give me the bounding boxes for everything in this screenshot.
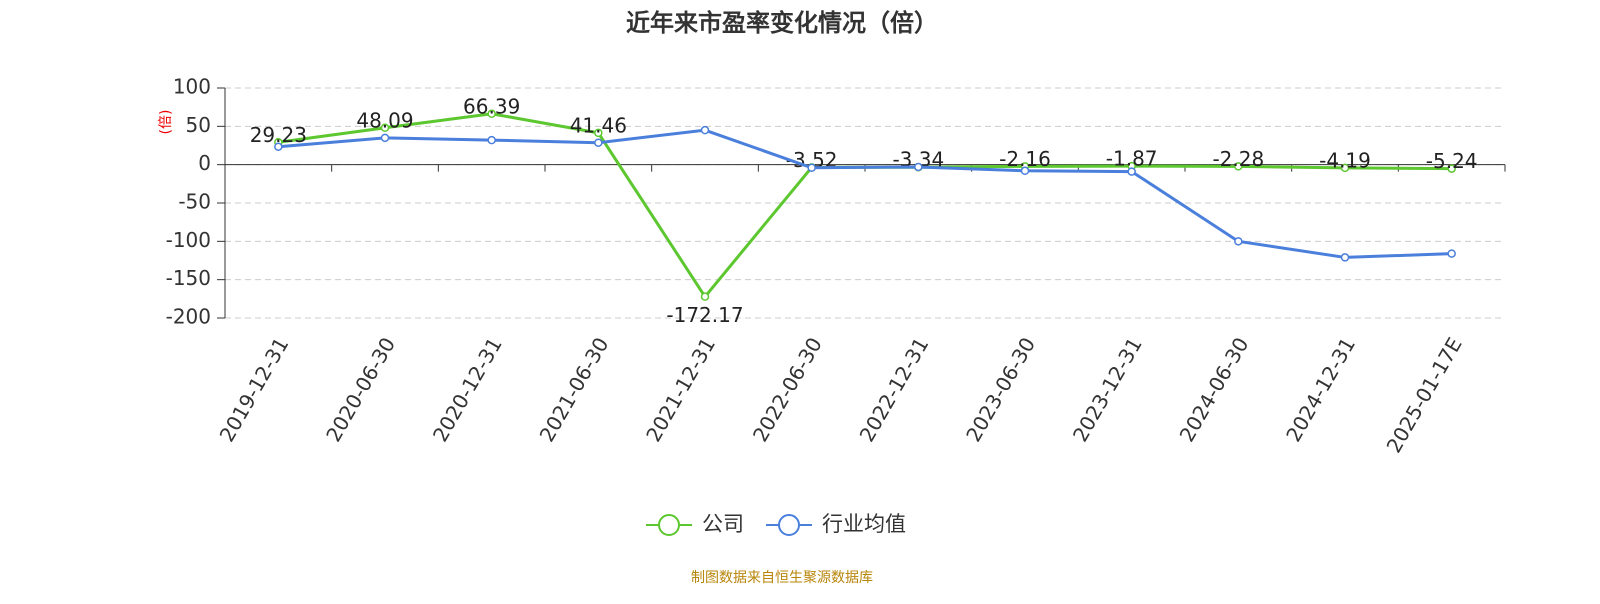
y-axis-label: (倍) [158,110,174,135]
legend-marker [658,514,680,536]
data-label: 48.09 [356,108,413,132]
data-point [594,138,603,147]
x-tick-label: 2023-06-30 [961,333,1040,446]
data-point [1234,162,1243,171]
data-point [380,123,390,133]
data-label: -1.87 [1106,147,1158,171]
data-point [1234,237,1243,246]
data-point [700,292,710,301]
data-label: 66.39 [463,94,520,118]
data-point [380,133,390,143]
y-tick-label: -150 [166,266,211,290]
y-tick-label: -100 [166,228,211,252]
y-tick-label: 50 [186,113,211,137]
data-point [1447,249,1456,258]
y-tick-label: -200 [166,305,211,329]
data-point [594,128,603,138]
data-point [700,125,710,135]
data-point [1340,253,1350,262]
legend-item[interactable]: 公司 [646,512,744,536]
x-tick-label: 2019-12-31 [215,333,294,446]
data-point [1340,163,1350,173]
data-point [1447,164,1456,173]
y-tick-label: 100 [173,75,211,99]
x-tick-label: 2024-06-30 [1175,333,1254,446]
data-label: -2.28 [1212,147,1264,171]
data-label: -172.17 [666,303,743,327]
y-tick-label: -50 [178,190,211,214]
x-tick-label: 2022-12-31 [855,333,934,446]
data-label: -4.19 [1319,148,1371,172]
source-note: 制图数据来自恒生聚源数据库 [691,570,873,586]
data-point [487,135,496,145]
data-label: 41.46 [570,113,627,137]
legend-marker [778,514,800,536]
legend-item[interactable]: 行业均值 [766,512,906,536]
legend-label: 行业均值 [822,512,906,536]
x-tick-label: 2020-06-30 [321,333,400,446]
x-tick-label: 2024-12-31 [1281,333,1360,446]
x-tick-label: 2020-12-31 [428,333,507,446]
x-tick-label: 2025-01-17E [1382,333,1467,457]
data-point [807,163,816,172]
data-label: -5.24 [1426,149,1478,173]
data-point [274,142,283,151]
x-tick-label: 2021-06-30 [535,333,614,446]
x-tick-label: 2023-12-31 [1068,333,1147,446]
series-line [278,128,1452,259]
x-tick-label: 2021-12-31 [641,333,720,446]
data-point [1127,167,1136,176]
chart-title: 近年来市盈率变化情况（倍） [626,9,938,37]
legend-label: 公司 [702,512,744,536]
series-line [278,112,1452,300]
data-point [487,109,496,119]
data-point [1020,166,1030,176]
x-tick-label: 2022-06-30 [748,333,827,446]
y-tick-label: 0 [198,151,211,175]
data-point [914,162,923,172]
